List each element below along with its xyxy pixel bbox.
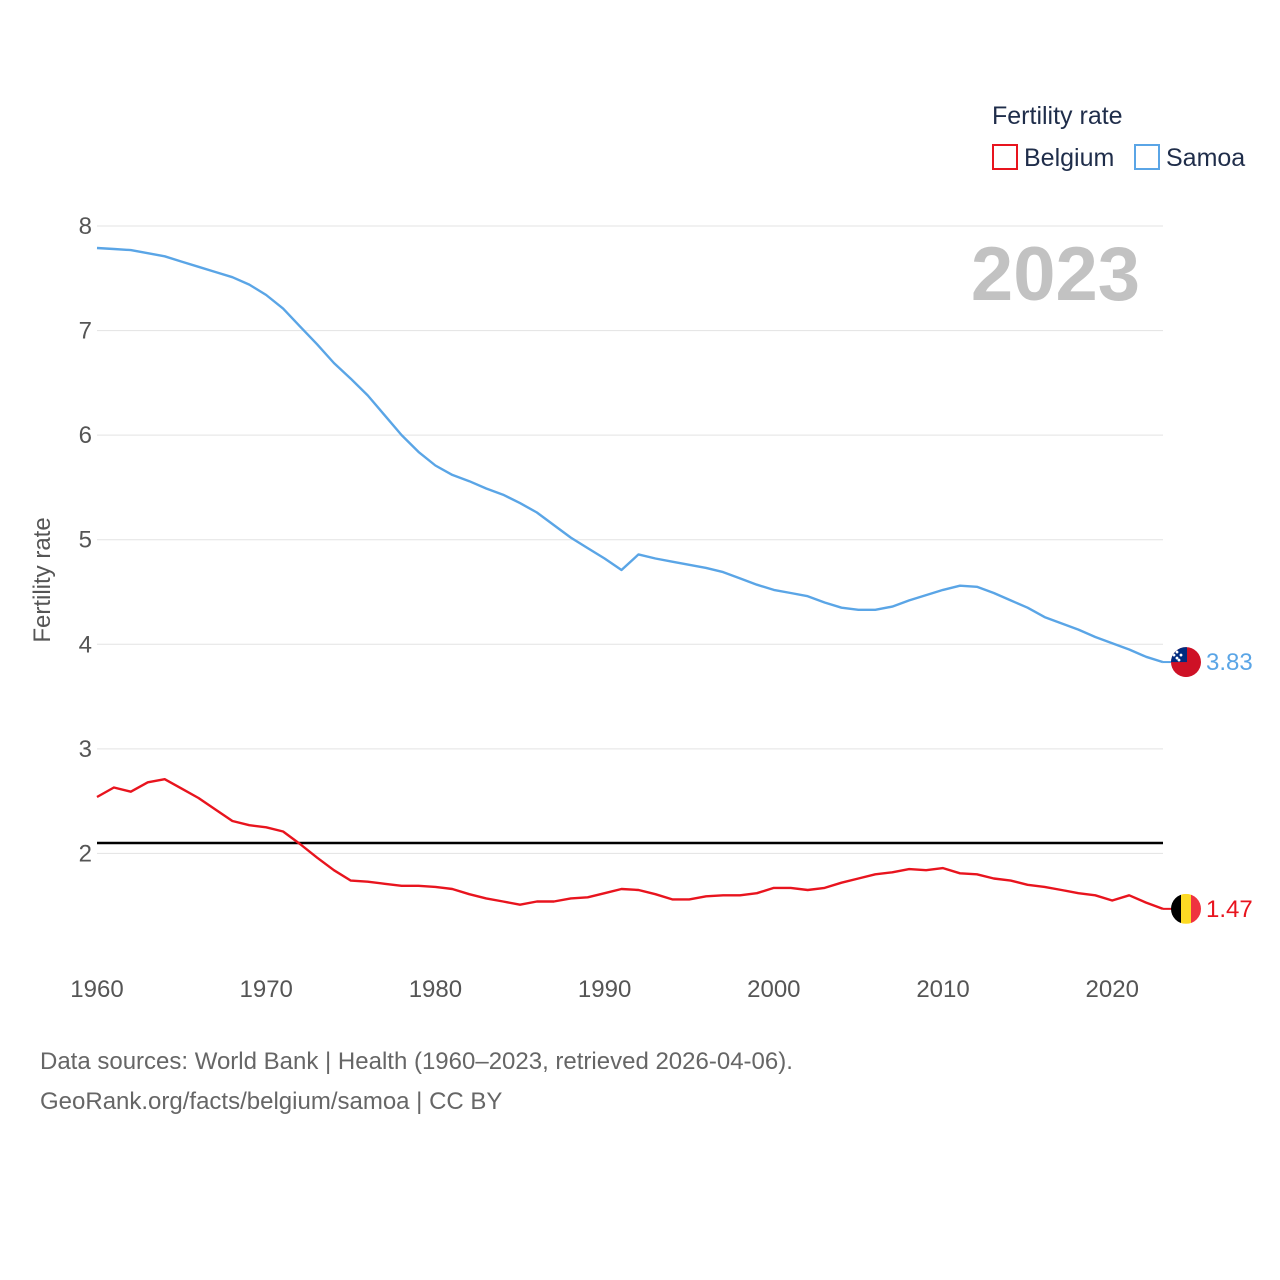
x-tick-label: 1960 (70, 976, 123, 1003)
x-tick-label: 2010 (916, 976, 969, 1003)
x-tick-label: 2000 (747, 976, 800, 1003)
grid-lines (97, 225, 1163, 854)
series-line-belgium[interactable] (96, 778, 1164, 911)
y-tick-label: 2 (79, 840, 92, 867)
source-line-1: Data sources: World Bank | Health (1960–… (40, 1048, 793, 1075)
x-tick-label: 1970 (240, 976, 293, 1003)
y-tick-label: 5 (79, 527, 92, 554)
source-line-2: GeoRank.org/facts/belgium/samoa | CC BY (40, 1088, 503, 1115)
series-line-samoa[interactable] (96, 246, 1164, 664)
x-tick-label: 1990 (578, 976, 631, 1003)
legend-title: Fertility rate (992, 102, 1123, 130)
x-tick-label: 2020 (1086, 976, 1139, 1003)
end-markers: 1.47 3.83 (1163, 647, 1253, 924)
year-label: 2023 (971, 232, 1140, 317)
x-axis-ticks: 1960 1970 1980 1990 2000 2010 2020 (70, 976, 1139, 1003)
legend-item-samoa[interactable]: Samoa (1134, 144, 1245, 172)
series-lines (96, 246, 1164, 911)
y-tick-label: 3 (79, 736, 92, 763)
legend-label-belgium: Belgium (1024, 144, 1114, 172)
legend-swatch-samoa (1134, 144, 1160, 170)
flag-samoa-icon (1171, 647, 1201, 678)
y-tick-label: 7 (79, 318, 92, 345)
end-value-samoa: 3.83 (1206, 649, 1253, 676)
legend-swatch-belgium (992, 144, 1018, 170)
legend-label-samoa: Samoa (1166, 144, 1245, 172)
y-axis-ticks: 2 3 4 5 6 7 8 (79, 213, 92, 867)
y-tick-label: 4 (79, 631, 92, 658)
flag-belgium-icon (1171, 893, 1201, 924)
y-axis-title: Fertility rate (29, 517, 56, 642)
legend-item-belgium[interactable]: Belgium (992, 144, 1114, 172)
end-value-belgium: 1.47 (1206, 896, 1253, 923)
x-tick-label: 1980 (409, 976, 462, 1003)
y-tick-label: 6 (79, 422, 92, 449)
legend: Fertility rate Belgium Samoa (992, 102, 1245, 172)
source-note: Data sources: World Bank | Health (1960–… (40, 1042, 793, 1122)
y-tick-label: 8 (79, 213, 92, 240)
